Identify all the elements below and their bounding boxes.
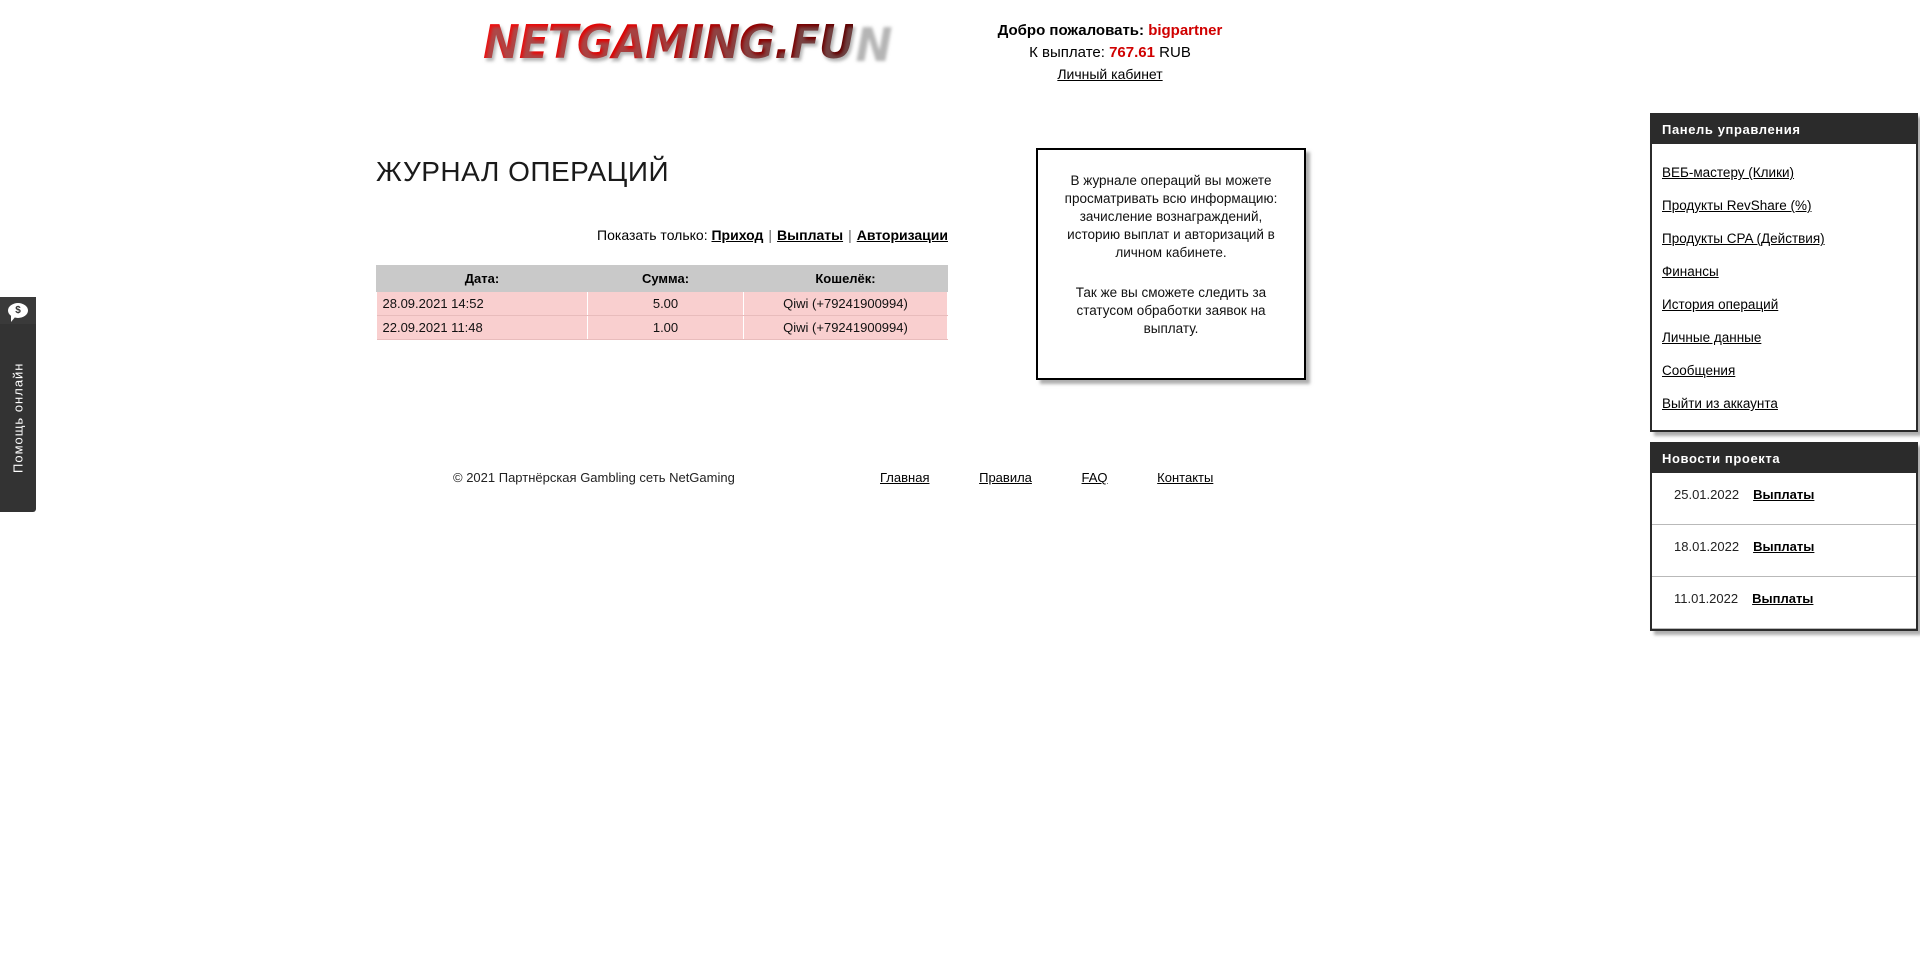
control-panel-title: Панель управления [1652,115,1916,144]
username: bigpartner [1148,22,1223,39]
news-link[interactable]: Выплаты [1753,539,1815,554]
table-body: 28.09.2021 14:52 5.00 Qiwi (+79241900994… [376,291,948,340]
cell-date: 22.09.2021 11:48 [376,315,588,340]
right-column: Панель управления ВЕБ-мастеру (Клики) Пр… [1650,113,1918,631]
control-panel-body: ВЕБ-мастеру (Клики) Продукты RevShare (%… [1652,144,1916,430]
news-panel-title: Новости проекта [1652,444,1916,473]
filter-payouts-link[interactable]: Выплаты [777,227,844,243]
footer-link-contacts[interactable]: Контакты [1157,470,1214,485]
cell-sum: 5.00 [587,291,744,316]
help-icon-box: $ [0,297,36,324]
news-item: 25.01.2022 Выплаты [1652,473,1916,525]
sidebar-item-webmaster-clicks[interactable]: ВЕБ-мастеру (Клики) [1662,165,1795,180]
filter-row: Показать только: Приход | Выплаты | Авториза… [376,227,948,243]
sidebar-item-messages[interactable]: Сообщения [1662,363,1736,378]
cell-wallet: Qiwi (+79241900994) [743,315,948,340]
payout-currency: RUB [1159,44,1191,61]
site-logo[interactable]: NETGAMING.FUN [483,16,890,70]
column-wallet: Кошелёк: [743,265,948,292]
info-paragraph-2: Так же вы сможете следить за статусом об… [1075,285,1267,336]
news-item: 11.01.2022 Выплаты [1652,577,1916,629]
control-panel: Панель управления ВЕБ-мастеру (Клики) Пр… [1650,113,1918,432]
personal-cabinet-link[interactable]: Личный кабинет [1057,66,1163,82]
chat-bubble-dollar-icon: $ [8,303,28,322]
news-date: 25.01.2022 [1674,487,1740,502]
news-item: 18.01.2022 Выплаты [1652,525,1916,577]
news-date: 11.01.2022 [1674,591,1739,606]
operations-table: Дата: Сумма: Кошелёк: 28.09.2021 14:52 5… [376,265,948,340]
table-header-row: Дата: Сумма: Кошелёк: [376,265,948,292]
news-panel-body: 25.01.2022 Выплаты 18.01.2022 Выплаты 11.0… [1652,473,1916,629]
footer-link-home[interactable]: Главная [880,470,930,485]
news-panel: Новости проекта 25.01.2022 Выплаты 18.01.… [1650,442,1918,631]
help-online-tab[interactable]: $ Помощь онлайн [0,297,36,512]
sidebar-item-operations-history[interactable]: История операций [1662,297,1779,312]
table-row: 28.09.2021 14:52 5.00 Qiwi (+79241900994… [376,291,948,316]
cabinet-link-wrap: Личный кабинет [900,66,1320,83]
filter-separator: | [768,227,773,243]
footer-link-rules[interactable]: Правила [979,470,1032,485]
footer-link-faq[interactable]: FAQ [1081,470,1108,485]
info-box: В журнале операций вы можете просматрива… [1036,148,1306,380]
filter-authorizations-link[interactable]: Авторизации [856,227,948,243]
help-online-label: Помощь онлайн [10,362,26,474]
sidebar-item-personal-data[interactable]: Личные данные [1662,330,1762,345]
column-date: Дата: [376,265,588,292]
table-head: Дата: Сумма: Кошелёк: [376,265,948,292]
filter-separator: | [848,227,852,243]
cell-wallet: Qiwi (+79241900994) [743,291,948,316]
news-link[interactable]: Выплаты [1752,591,1814,606]
cell-sum: 1.00 [587,315,744,340]
footer-links: Главная Правила FAQ Контакты [880,470,1213,485]
sidebar-item-revshare-products[interactable]: Продукты RevShare (%) [1662,198,1812,213]
footer-copyright: © 2021 Партнёрская Gambling сеть NetGami… [453,470,735,485]
payout-row: К выплате: 767.61 RUB [900,44,1320,61]
info-paragraph-1: В журнале операций вы можете просматрива… [1064,173,1278,260]
column-sum: Сумма: [587,265,744,292]
table-row: 22.09.2021 11:48 1.00 Qiwi (+79241900994… [376,315,948,340]
news-link[interactable]: Выплаты [1753,487,1815,502]
sidebar-item-logout[interactable]: Выйти из аккаунта [1662,396,1778,411]
payout-amount: 767.61 [1109,44,1155,61]
welcome-block: Добро пожаловать: bigpartner К выплате: … [900,22,1320,83]
filter-income-link[interactable]: Приход [711,227,764,243]
payout-prefix: К выплате: [1029,44,1105,61]
welcome-prefix: Добро пожаловать: [997,22,1145,39]
cell-date: 28.09.2021 14:52 [376,291,588,316]
sidebar-item-finances[interactable]: Финансы [1662,264,1719,279]
filter-label: Показать только: [597,227,708,243]
news-date: 18.01.2022 [1674,539,1740,554]
sidebar-item-cpa-products[interactable]: Продукты CPA (Действия) [1662,231,1825,246]
welcome-row: Добро пожаловать: bigpartner [900,22,1320,39]
page-title: ЖУРНАЛ ОПЕРАЦИЙ [376,156,670,187]
